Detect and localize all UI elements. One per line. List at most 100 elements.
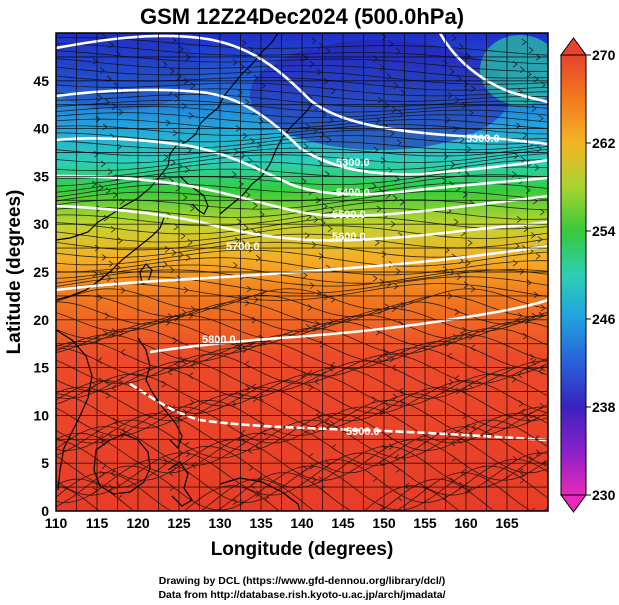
- streamline-arrow: [519, 268, 525, 275]
- y-tick-label: 35: [33, 168, 49, 184]
- streamline-arrow: [450, 439, 456, 447]
- streamline-arrow: [454, 375, 460, 382]
- streamline-arrow: [252, 395, 258, 403]
- streamline-arrow: [381, 250, 387, 258]
- streamline-arrow: [517, 312, 523, 320]
- streamline-arrow: [302, 272, 308, 279]
- streamline-arrow: [187, 239, 193, 246]
- coastline-indochina: [56, 329, 93, 491]
- streamline-arrow: [539, 403, 545, 410]
- streamline-arrow: [247, 157, 253, 164]
- streamline-arrow: [98, 434, 104, 442]
- streamline-arrow: [177, 415, 183, 422]
- streamline-arrow: [104, 312, 110, 320]
- streamline-arrow: [189, 205, 195, 212]
- streamline-arrow: [461, 387, 467, 394]
- streamline-arrow: [244, 299, 250, 307]
- streamline-arrow: [181, 357, 187, 365]
- streamline-arrow: [328, 364, 334, 372]
- streamline-arrow: [454, 96, 460, 104]
- plot-area: 5300.0 5300.0 5400.0 5500.0 5600.0 5700.…: [56, 33, 548, 511]
- streamline-arrow: [307, 304, 313, 311]
- streamline-arrow: [520, 156, 526, 164]
- streamline-arrow: [459, 331, 465, 339]
- y-tick-label: 45: [33, 73, 49, 89]
- streamline-arrow: [232, 58, 238, 66]
- streamline-arrow: [531, 105, 537, 112]
- streamline-arrow: [452, 125, 458, 133]
- streamline-arrow: [447, 352, 453, 360]
- chart-title: GSM 12Z24Dec2024 (500.0hPa): [140, 4, 464, 29]
- streamline-arrow: [237, 89, 243, 97]
- streamline-arrow: [388, 40, 394, 48]
- streamline-arrow: [404, 482, 410, 490]
- streamline-arrow: [391, 305, 397, 312]
- streamline-arrow: [321, 371, 327, 378]
- streamline-arrow: [463, 80, 469, 88]
- streamline-arrow: [442, 266, 448, 273]
- streamline-arrow: [176, 73, 182, 80]
- streamline-arrow: [447, 92, 453, 99]
- streamline-arrow: [169, 67, 175, 75]
- streamline-arrow: [99, 67, 105, 74]
- colorbar-bottom-arrow: [560, 494, 587, 513]
- streamline-arrow: [449, 68, 455, 75]
- streamline-arrow: [540, 81, 546, 89]
- x-tick-label: 145: [331, 515, 355, 531]
- streamline-arrow: [248, 246, 254, 253]
- streamline-arrow: [308, 453, 314, 460]
- streamline-arrow: [172, 129, 178, 137]
- streamline-arrow: [381, 444, 387, 452]
- streamline-arrow: [327, 225, 333, 233]
- streamline-arrow: [242, 346, 248, 354]
- streamline-arrow: [118, 108, 124, 116]
- streamline-arrow: [189, 399, 195, 406]
- streamline-arrow: [388, 443, 394, 451]
- contour-label: 5500.0: [332, 209, 366, 221]
- streamline-arrow: [451, 34, 457, 42]
- streamline-arrow: [178, 251, 184, 259]
- streamline-arrow: [518, 400, 524, 407]
- streamline-arrow: [106, 275, 112, 282]
- streamline-arrow: [531, 312, 537, 320]
- streamline-arrow: [386, 73, 392, 81]
- streamline-arrow: [533, 291, 539, 299]
- streamline-arrow: [372, 275, 378, 282]
- streamline-arrow: [231, 400, 237, 408]
- streamline-arrow: [110, 226, 116, 233]
- streamline-arrow: [531, 358, 537, 366]
- streamline-arrow: [101, 254, 107, 261]
- streamline-arrow: [172, 337, 178, 344]
- streamline-arrow: [465, 52, 471, 60]
- streamline-arrow: [518, 468, 524, 476]
- x-tick-label: 125: [167, 515, 191, 531]
- streamline-arrow: [393, 82, 399, 90]
- contour-label: 5800.0: [202, 334, 236, 346]
- colorbar-label: 262: [592, 135, 616, 151]
- streamline-arrow: [102, 329, 108, 337]
- streamline-arrow: [117, 495, 123, 502]
- streamline-arrow: [188, 112, 194, 120]
- x-tick-label: 130: [208, 515, 232, 531]
- x-tick-label: 110: [45, 515, 68, 531]
- streamline-arrow: [180, 232, 186, 240]
- streamline-arrow: [319, 340, 325, 348]
- streamline-arrow: [165, 319, 171, 326]
- streamline-arrow: [232, 262, 238, 269]
- streamline-arrow: [374, 239, 380, 247]
- streamline-arrow: [248, 464, 254, 471]
- streamline-arrow: [171, 36, 177, 44]
- contour-label: 5900.0: [346, 426, 380, 438]
- streamline-arrow: [116, 143, 122, 151]
- streamline-arrow: [312, 324, 318, 332]
- streamline-arrow: [462, 191, 468, 198]
- streamline-arrow: [311, 476, 317, 484]
- grid-lines: [56, 33, 548, 511]
- streamline-arrow: [162, 261, 168, 268]
- y-tick-label: 30: [33, 216, 49, 232]
- streamline-arrow: [240, 429, 246, 437]
- x-tick-label: 165: [495, 515, 519, 531]
- contour-5300-north: [56, 34, 548, 146]
- streamline-arrow: [165, 119, 171, 127]
- streamline-arrow: [119, 198, 125, 205]
